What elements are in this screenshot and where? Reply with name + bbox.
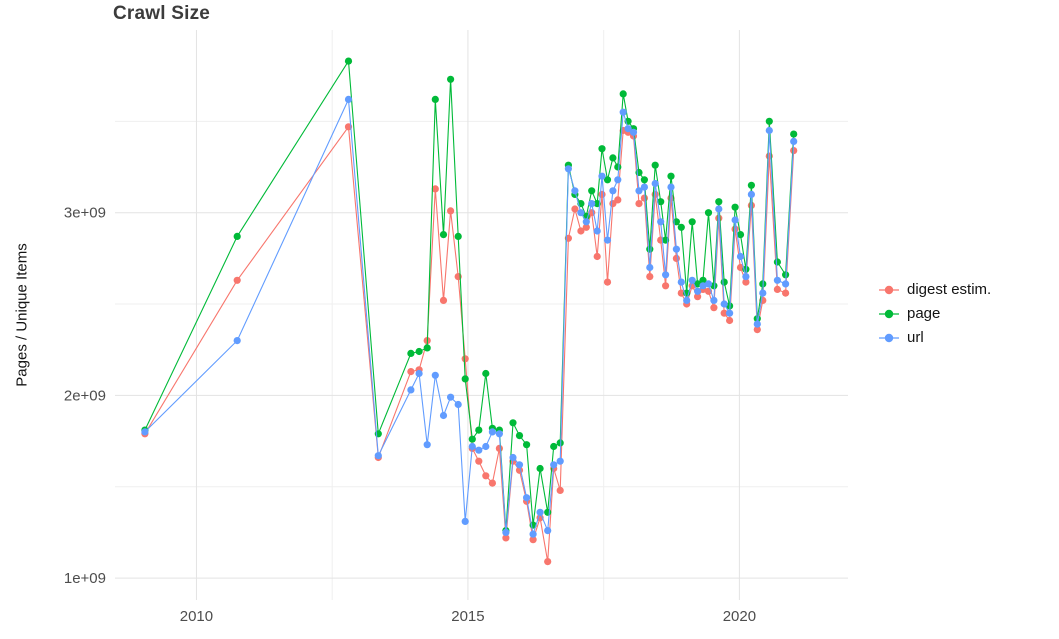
legend-key-page-icon <box>878 306 900 322</box>
chart-title: Crawl Size <box>113 3 211 24</box>
svg-text:2e+09: 2e+09 <box>64 387 106 404</box>
plot-area: 1e+09 2e+09 3e+09 2010 2015 2020 <box>64 30 848 625</box>
svg-text:2020: 2020 <box>723 608 756 625</box>
svg-text:3e+09: 3e+09 <box>64 205 106 222</box>
legend-key-url-icon <box>878 330 900 346</box>
svg-text:2010: 2010 <box>180 608 213 625</box>
legend-item-digest-estim: digest estim. <box>878 281 991 298</box>
legend-item-url: url <box>878 329 991 346</box>
legend-item-page: page <box>878 305 991 322</box>
legend-label-page: page <box>907 305 941 322</box>
legend-key-digest-icon <box>878 282 900 298</box>
svg-text:2015: 2015 <box>451 608 484 625</box>
legend: digest estim. page url <box>878 281 991 346</box>
y-axis-label: Pages / Unique Items <box>13 243 31 387</box>
svg-text:1e+09: 1e+09 <box>64 570 106 587</box>
legend-label-digest-estim: digest estim. <box>907 281 992 298</box>
legend-label-url: url <box>907 329 924 346</box>
